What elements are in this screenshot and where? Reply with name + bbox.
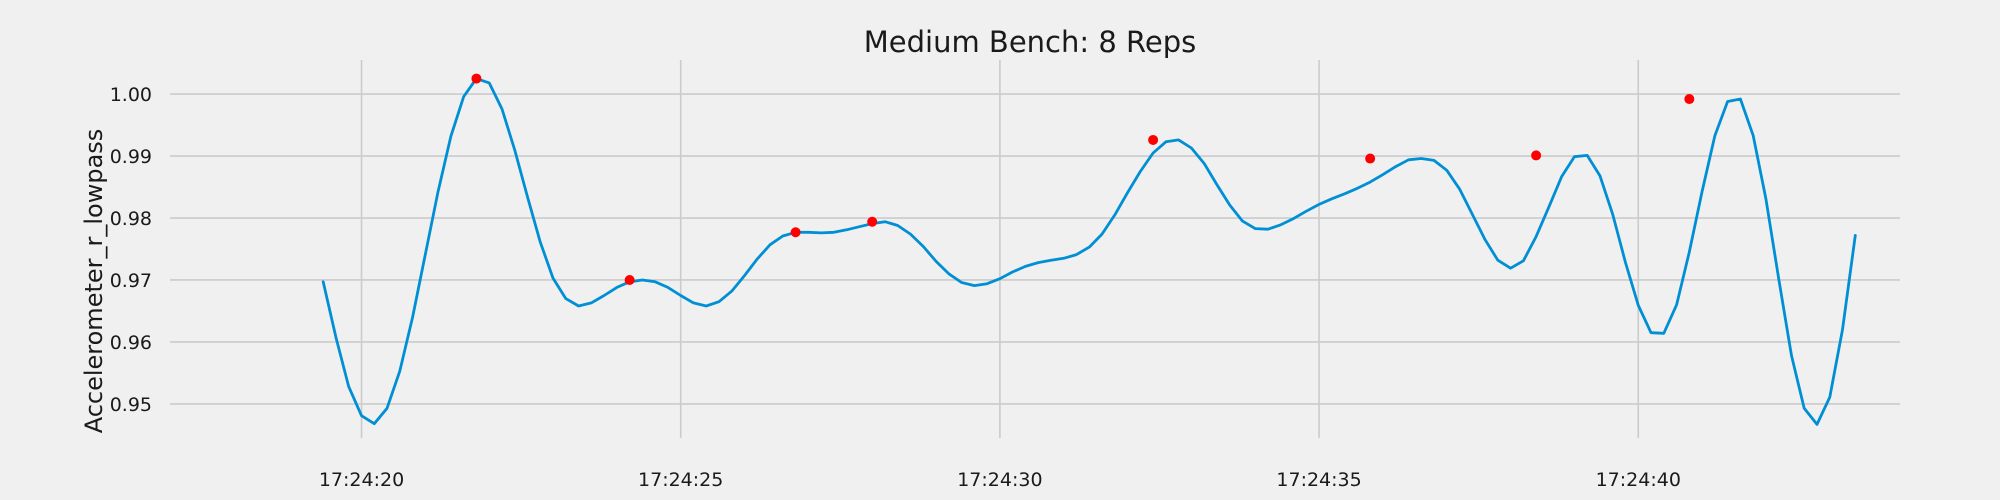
peak-marker [790,227,801,238]
y-tick-label: 1.00 [110,84,152,106]
series-line [321,77,1857,426]
peak-marker [1365,153,1376,164]
x-tick-label: 17:24:20 [319,469,404,491]
grid-layer [170,60,1900,438]
y-tick-label: 0.99 [110,146,152,168]
x-tick-label: 17:24:30 [957,469,1042,491]
chart-title: Medium Bench: 8 Reps [864,25,1196,59]
y-tick-label: 0.95 [110,394,152,416]
y-tick-label: 0.97 [110,270,152,292]
x-tick-label: 17:24:35 [1276,469,1361,491]
y-tick-label: 0.96 [110,332,152,354]
x-tick-label: 17:24:40 [1596,469,1681,491]
y-axis-label: Accelerometer_r_lowpass [80,129,108,434]
peak-marker [624,274,635,285]
x-tick-label: 17:24:25 [638,469,723,491]
peak-marker [1531,150,1542,161]
tick-labels: 0.95 0.96 0.97 0.98 0.99 1.00 17:24:20 17:24:25… [110,84,1681,491]
peak-marker [867,216,878,227]
y-tick-label: 0.98 [110,208,152,230]
peak-markers [471,73,1695,285]
peak-marker [471,73,482,84]
series-layer [321,77,1857,426]
peak-marker [1684,94,1695,105]
peak-marker [1148,134,1159,145]
